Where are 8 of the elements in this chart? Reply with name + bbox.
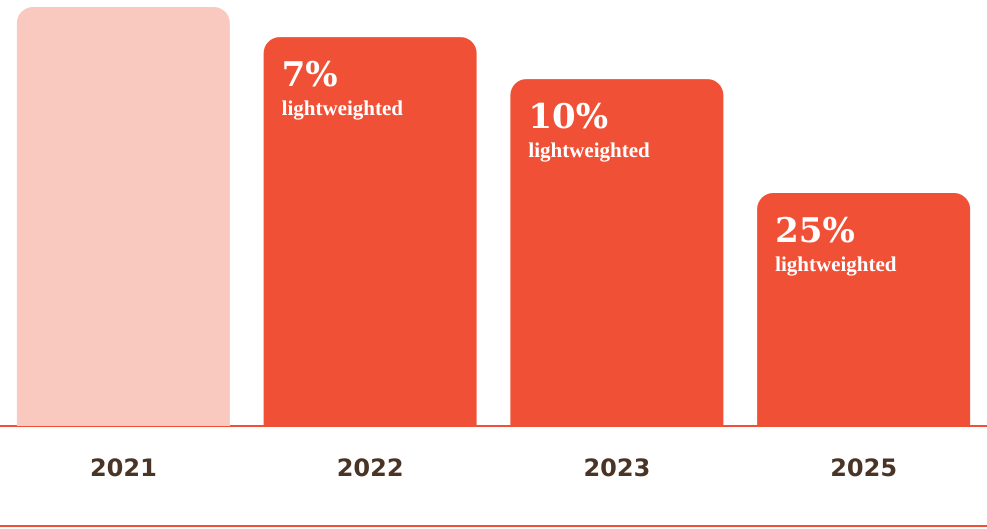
x-tick-label: 2021 [90, 454, 157, 482]
x-tick-label: 2022 [336, 454, 404, 482]
annotation: 7% lightweighted [282, 55, 404, 120]
annotation: 10% lightweighted [528, 97, 650, 162]
x-tick-label: 2025 [830, 454, 898, 482]
x-tick-label: 2023 [583, 454, 650, 482]
bar [16, 7, 230, 426]
annotation: 25% lightweighted [775, 211, 897, 276]
